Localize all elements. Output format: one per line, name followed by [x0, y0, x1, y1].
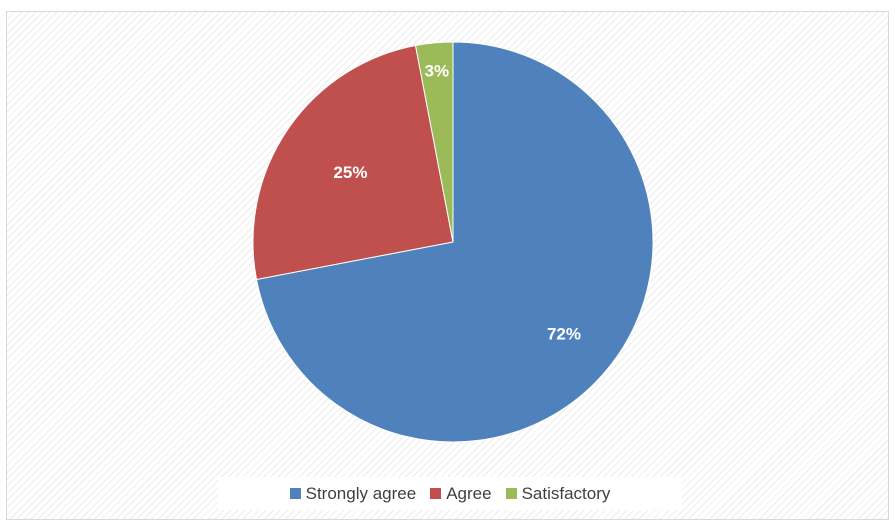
- pie-slice-satisfactory: [414, 41, 454, 243]
- legend-label-strongly-agree: Strongly agree: [305, 483, 417, 503]
- pie-slice-agree: [252, 44, 454, 281]
- pie-slices: [252, 41, 654, 443]
- pie-data-labels: 72% 25% 3%: [333, 61, 581, 343]
- legend-item-strongly-agree: Strongly agree: [289, 483, 417, 504]
- pie-slice-strongly-agree: [255, 41, 654, 443]
- legend-label-agree: Agree: [446, 483, 492, 503]
- legend-swatch-strongly-agree: [289, 488, 301, 499]
- data-label-agree: 25%: [333, 163, 367, 182]
- data-label-satisfactory: 3%: [425, 61, 450, 80]
- legend-item-agree: Agree: [430, 483, 492, 504]
- pie-chart: 72% 25% 3%: [252, 41, 654, 443]
- chart-area: 72% 25% 3% Strongly agree Agree Satisfacto…: [6, 11, 889, 520]
- chart-legend: Strongly agree Agree Satisfactory: [218, 477, 682, 510]
- legend-item-satisfactory: Satisfactory: [505, 483, 611, 504]
- legend-swatch-satisfactory: [505, 488, 517, 499]
- legend-swatch-agree: [430, 488, 442, 499]
- legend-label-satisfactory: Satisfactory: [521, 483, 611, 503]
- data-label-strongly-agree: 72%: [547, 324, 581, 343]
